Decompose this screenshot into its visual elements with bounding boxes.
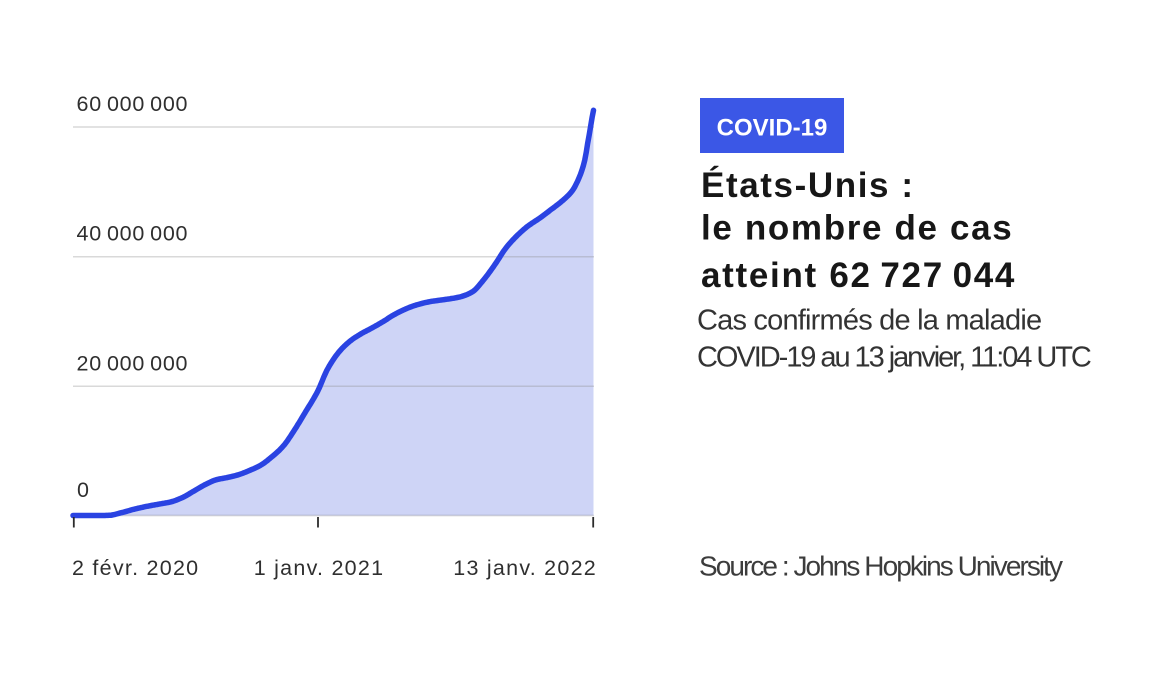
svg-text:60 000 000: 60 000 000: [77, 92, 189, 116]
svg-text:0: 0: [77, 478, 90, 502]
svg-text:40 000 000: 40 000 000: [77, 222, 189, 246]
svg-text:2 févr. 2020: 2 févr. 2020: [72, 556, 199, 580]
svg-text:COVID-19: COVID-19: [717, 115, 828, 142]
svg-text:13 janv. 2022: 13 janv. 2022: [453, 556, 597, 580]
svg-text:20 000 000: 20 000 000: [77, 352, 189, 376]
svg-text:le nombre de cas: le nombre de cas: [701, 209, 1013, 248]
svg-text:Cas confirmés de la maladie: Cas confirmés de la maladie: [697, 305, 1041, 337]
svg-text:Source : Johns Hopkins Univers: Source : Johns Hopkins University: [699, 551, 1063, 582]
svg-text:COVID-19 au 13 janvier, 11:04: COVID-19 au 13 janvier, 11:04 UTC: [697, 342, 1091, 374]
svg-text:1 janv. 2021: 1 janv. 2021: [254, 556, 385, 580]
svg-text:atteint 62 727 044: atteint 62 727 044: [701, 256, 1016, 295]
svg-text:États-Unis :: États-Unis :: [701, 165, 915, 205]
